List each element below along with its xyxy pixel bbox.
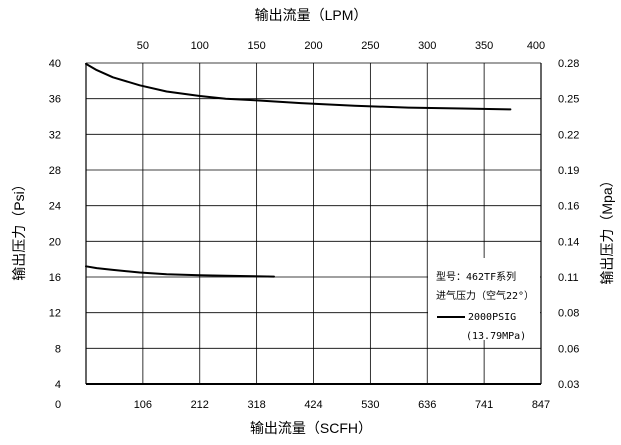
y-left-tick-label: 32 bbox=[49, 129, 61, 141]
y-left-tick-label: 8 bbox=[55, 343, 61, 355]
legend-model: 型号：462TF系列 bbox=[436, 270, 516, 283]
x-bottom-tick-label: 318 bbox=[247, 399, 265, 411]
y-left-tick-label: 16 bbox=[49, 272, 61, 284]
x-top-tick-label: 250 bbox=[361, 40, 379, 52]
y-left-tick-label: 36 bbox=[49, 94, 61, 106]
x-bottom-tick-label: 847 bbox=[532, 399, 550, 411]
y-right-tick-label: 0.25 bbox=[558, 94, 579, 106]
y-right-tick-label: 0.22 bbox=[558, 129, 579, 141]
x-bottom-tick-label: 741 bbox=[475, 399, 493, 411]
x-top-tick-label: 50 bbox=[137, 40, 149, 52]
legend-box bbox=[428, 258, 540, 340]
y-left-tick-label: 4 bbox=[55, 379, 61, 391]
y-left-tick-label: 20 bbox=[49, 236, 61, 248]
x-bottom-tick-label: 0 bbox=[55, 399, 61, 411]
y-right-tick-label: 0.28 bbox=[558, 58, 579, 70]
x-top-tick-label: 300 bbox=[418, 40, 436, 52]
y-axis-title-right: 输出压力（Mpa） bbox=[599, 173, 615, 284]
x-axis-title-top: 输出流量（LPM） bbox=[255, 7, 368, 23]
x-top-tick-label: 200 bbox=[304, 40, 322, 52]
x-bottom-tick-label: 106 bbox=[134, 399, 152, 411]
y-left-tick-label: 12 bbox=[49, 308, 61, 320]
series-line-1 bbox=[85, 62, 512, 111]
x-top-tick-label: 350 bbox=[475, 40, 493, 52]
y-right-tick-label: 0.16 bbox=[558, 201, 579, 213]
y-right-tick-label: 0.19 bbox=[558, 165, 579, 177]
x-top-tick-label: 100 bbox=[191, 40, 209, 52]
legend-psig: 2000PSIG bbox=[468, 312, 516, 323]
x-bottom-tick-label: 636 bbox=[418, 399, 436, 411]
y-right-tick-label: 0.11 bbox=[558, 272, 579, 284]
series-line-2 bbox=[85, 265, 275, 278]
x-top-tick-label: 400 bbox=[527, 40, 545, 52]
y-right-tick-label: 0.08 bbox=[558, 308, 579, 320]
x-bottom-tick-label: 424 bbox=[304, 399, 322, 411]
x-bottom-tick-label: 212 bbox=[191, 399, 209, 411]
x-bottom-tick-label: 530 bbox=[361, 399, 379, 411]
x-axis-title-bottom: 输出流量（SCFH） bbox=[250, 420, 372, 436]
x-top-tick-label: 150 bbox=[247, 40, 265, 52]
y-left-tick-label: 24 bbox=[49, 201, 61, 213]
y-right-tick-label: 0.14 bbox=[558, 236, 579, 248]
y-right-tick-label: 0.06 bbox=[558, 343, 579, 355]
y-left-tick-label: 40 bbox=[49, 58, 61, 70]
y-left-tick-label: 28 bbox=[49, 165, 61, 177]
legend-mpa: (13.79MPa) bbox=[466, 331, 526, 342]
y-axis-title-left: 输出压力（Psi） bbox=[11, 177, 27, 280]
legend-inlet-pressure: 进气压力（空气22°） bbox=[436, 289, 534, 302]
y-right-tick-label: 0.03 bbox=[558, 379, 579, 391]
